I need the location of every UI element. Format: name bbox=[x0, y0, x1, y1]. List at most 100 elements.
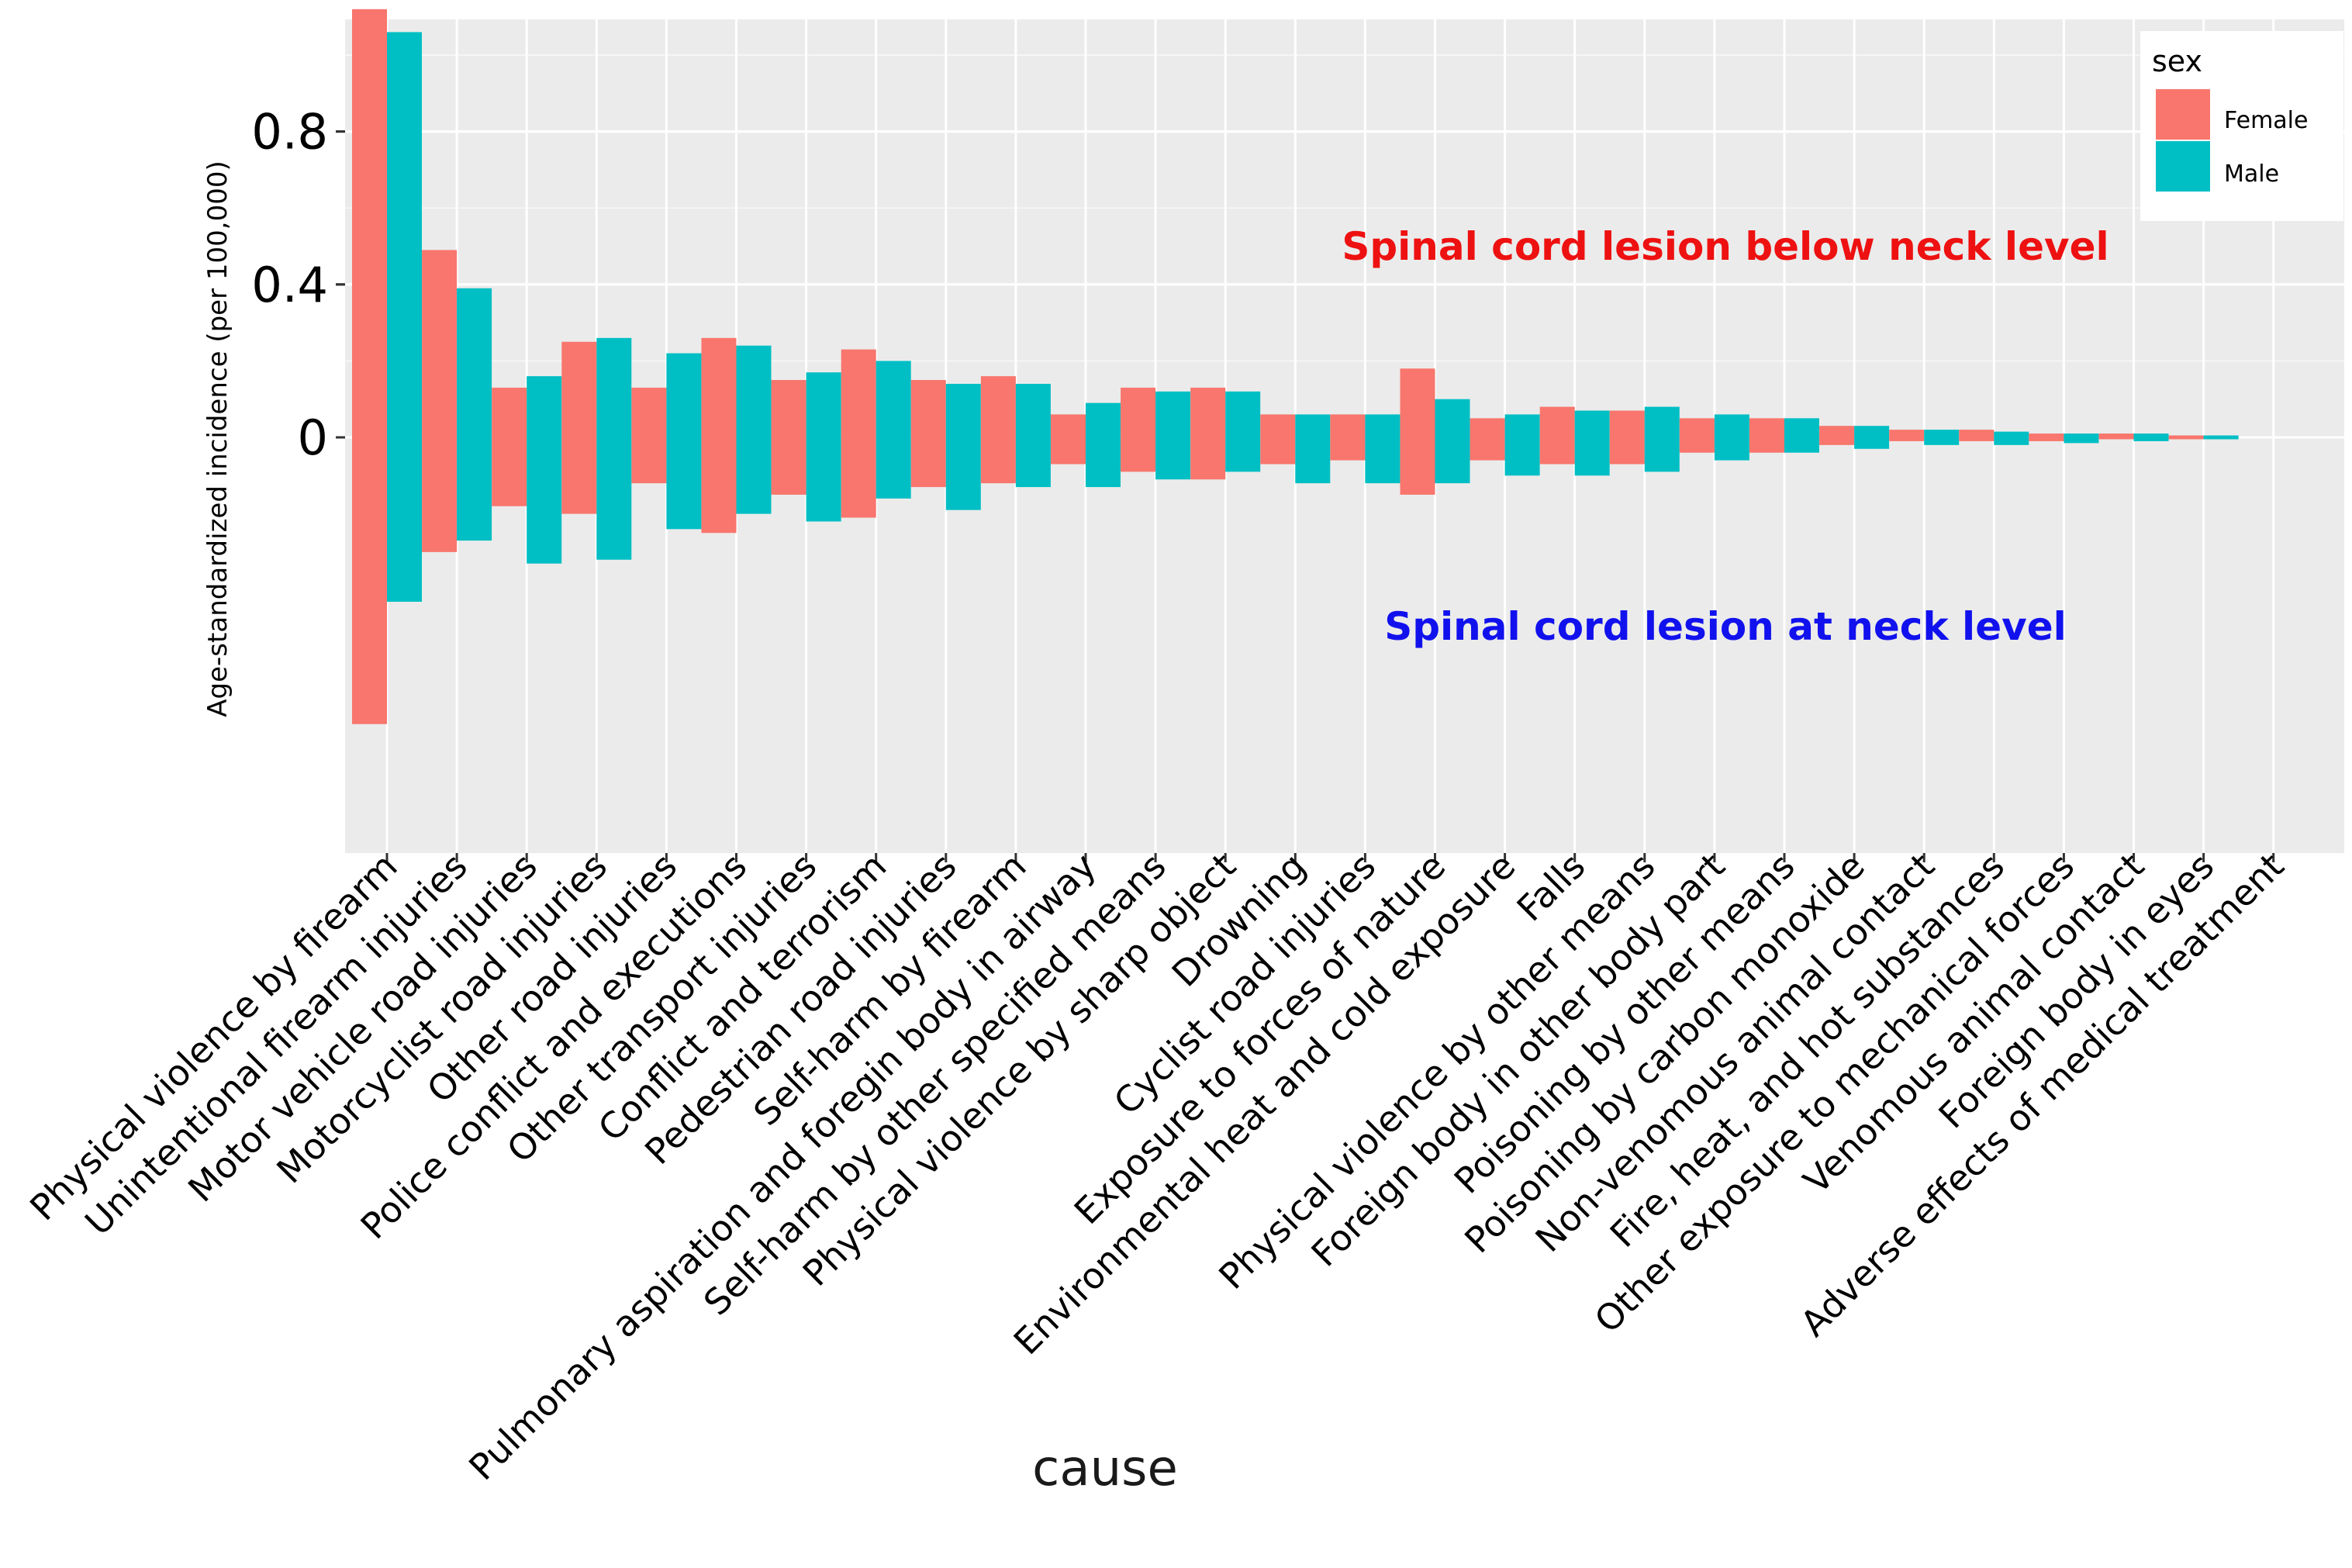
bar-female-below-neck bbox=[422, 250, 458, 437]
bar-male-below-neck bbox=[945, 383, 981, 437]
bar-male-at-neck bbox=[1225, 437, 1261, 472]
bar-male-at-neck bbox=[876, 437, 911, 499]
bar-male-below-neck bbox=[876, 361, 911, 437]
bar-female-at-neck bbox=[1190, 437, 1226, 480]
bar-male-at-neck bbox=[2064, 437, 2099, 444]
bar-female-at-neck bbox=[1330, 437, 1366, 461]
bar-male-at-neck bbox=[1015, 437, 1051, 488]
bar-male-at-neck bbox=[1435, 437, 1470, 484]
bar-male-below-neck bbox=[2203, 435, 2239, 437]
bar-male-at-neck bbox=[666, 437, 702, 530]
annotation-at-neck: Spinal cord lesion at neck level bbox=[1384, 604, 2067, 649]
bar-male-below-neck bbox=[1994, 431, 2029, 437]
bar-female-below-neck bbox=[1121, 387, 1156, 437]
bar-male-at-neck bbox=[1714, 437, 1749, 461]
bar-female-at-neck bbox=[1539, 437, 1575, 465]
bar-female-below-neck bbox=[2168, 435, 2204, 437]
bar-male-at-neck bbox=[1574, 437, 1610, 476]
y-tick-label: 0.8 bbox=[251, 104, 328, 161]
bar-female-below-neck bbox=[1470, 418, 1505, 437]
bar-male-below-neck bbox=[2064, 433, 2099, 437]
bar-male-at-neck bbox=[1295, 437, 1331, 484]
bar-male-at-neck bbox=[457, 437, 492, 541]
bar-female-at-neck bbox=[1889, 437, 1925, 441]
bar-female-at-neck bbox=[1051, 437, 1086, 465]
bar-female-at-neck bbox=[1121, 437, 1156, 472]
bar-female-at-neck bbox=[1959, 437, 1995, 441]
bar-female-at-neck bbox=[1470, 437, 1505, 461]
bar-male-below-neck bbox=[666, 353, 702, 437]
bar-male-below-neck bbox=[527, 376, 562, 437]
bar-female-below-neck bbox=[1959, 430, 1995, 437]
bar-female-at-neck bbox=[1609, 437, 1645, 465]
y-tick-label: 1.2 bbox=[251, 0, 328, 7]
bar-female-below-neck bbox=[701, 337, 737, 437]
y-tick-label: 0 bbox=[298, 409, 328, 466]
y-tick-label: 0.4 bbox=[251, 257, 328, 313]
bar-female-below-neck bbox=[2029, 433, 2064, 437]
bar-female-at-neck bbox=[352, 437, 387, 724]
x-axis-label: cause bbox=[1032, 1440, 1178, 1497]
bar-male-at-neck bbox=[1365, 437, 1400, 484]
bar-male-at-neck bbox=[1784, 437, 1819, 453]
bar-male-below-neck bbox=[1854, 426, 1890, 437]
bar-male-at-neck bbox=[1155, 437, 1191, 480]
bar-male-at-neck bbox=[945, 437, 981, 510]
legend-key-male bbox=[2156, 141, 2210, 192]
bar-male-below-neck bbox=[457, 288, 492, 437]
bar-male-at-neck bbox=[2133, 437, 2169, 441]
bar-male-at-neck bbox=[1644, 437, 1680, 472]
bar-male-below-neck bbox=[1574, 410, 1610, 437]
bar-female-at-neck bbox=[701, 437, 737, 534]
bar-female-below-neck bbox=[631, 387, 667, 437]
bar-female-at-neck bbox=[1260, 437, 1296, 465]
bar-female-at-neck bbox=[2168, 437, 2204, 440]
legend: sex Female Male bbox=[2140, 31, 2343, 221]
bar-male-below-neck bbox=[1015, 383, 1051, 437]
y-axis-label: Age-standardized incidence (per 100,000) bbox=[202, 161, 233, 717]
bar-male-below-neck bbox=[736, 345, 772, 437]
bar-female-at-neck bbox=[771, 437, 806, 495]
bar-female-below-neck bbox=[1330, 414, 1366, 437]
y-tick-label: 1.2 bbox=[251, 0, 328, 7]
bar-male-at-neck bbox=[1924, 437, 1960, 445]
legend-label-female: Female bbox=[2224, 107, 2308, 134]
bar-male-at-neck bbox=[1504, 437, 1540, 476]
bar-female-below-neck bbox=[910, 380, 946, 437]
bar-female-below-neck bbox=[1260, 414, 1296, 437]
bar-female-below-neck bbox=[561, 341, 597, 437]
legend-key-female bbox=[2156, 89, 2210, 140]
bar-female-below-neck bbox=[841, 349, 876, 437]
legend-title: sex bbox=[2152, 44, 2202, 78]
bar-female-at-neck bbox=[561, 437, 597, 514]
bar-female-at-neck bbox=[492, 437, 527, 506]
annotation-below-neck: Spinal cord lesion below neck level bbox=[1342, 224, 2109, 269]
bar-female-below-neck bbox=[1539, 406, 1575, 437]
bar-male-at-neck bbox=[1086, 437, 1121, 488]
bar-male-at-neck bbox=[387, 437, 422, 602]
bar-male-below-neck bbox=[387, 32, 422, 438]
bar-female-below-neck bbox=[492, 387, 527, 437]
bars bbox=[352, 9, 2239, 724]
bar-female-below-neck bbox=[980, 376, 1016, 437]
bar-male-at-neck bbox=[1994, 437, 2029, 445]
bar-female-below-neck bbox=[1679, 418, 1715, 437]
bar-male-below-neck bbox=[1295, 414, 1331, 437]
bar-female-below-neck bbox=[1609, 410, 1645, 437]
bar-male-below-neck bbox=[1924, 430, 1960, 437]
bar-male-at-neck bbox=[806, 437, 841, 522]
bar-female-at-neck bbox=[910, 437, 946, 488]
bar-male-below-neck bbox=[1644, 406, 1680, 437]
bar-female-below-neck bbox=[1749, 418, 1784, 437]
bar-female-below-neck bbox=[352, 9, 387, 437]
bar-female-at-neck bbox=[2098, 437, 2134, 440]
bar-male-below-neck bbox=[806, 372, 841, 437]
y-tick-label: 0.4 bbox=[251, 257, 328, 313]
bar-male-below-neck bbox=[596, 337, 632, 437]
bar-male-below-neck bbox=[1365, 414, 1400, 437]
bar-female-at-neck bbox=[1819, 437, 1855, 445]
bar-female-below-neck bbox=[2098, 433, 2134, 437]
bar-female-below-neck bbox=[1889, 430, 1925, 437]
bar-male-at-neck bbox=[2203, 437, 2239, 440]
